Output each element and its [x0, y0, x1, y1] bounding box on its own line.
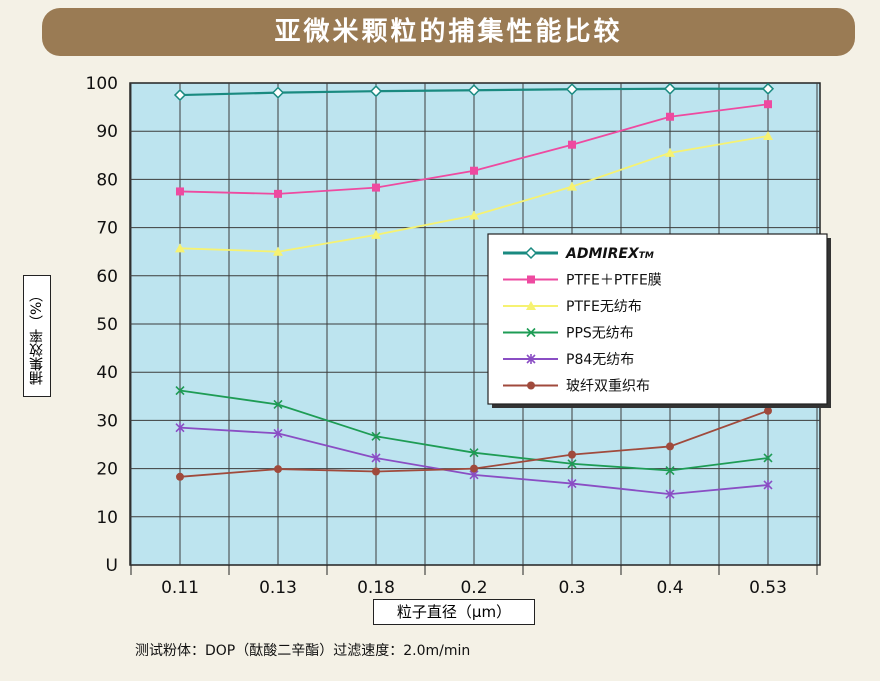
data-point — [273, 246, 283, 256]
legend-marker — [524, 246, 538, 260]
legend-marker — [526, 354, 536, 364]
data-point — [369, 85, 383, 98]
data-point — [761, 82, 775, 95]
data-point — [271, 86, 285, 99]
data-point — [467, 84, 481, 97]
x-tick-label: 0.11 — [161, 578, 199, 598]
data-point — [568, 140, 576, 149]
data-point — [371, 431, 381, 441]
data-point — [764, 406, 772, 415]
data-point — [176, 187, 184, 196]
legend-label: PTFE无纺布 — [566, 299, 642, 315]
legend-marker — [526, 301, 536, 310]
y-axis-label: 捕集效率（%） — [23, 275, 51, 397]
data-point — [175, 385, 185, 396]
data-point — [372, 467, 380, 476]
x-tick-label: 0.4 — [656, 578, 683, 598]
data-point — [565, 83, 579, 96]
x-axis-label: 粒子直径（μm） — [373, 599, 535, 625]
data-point — [665, 489, 675, 500]
data-point — [173, 88, 187, 102]
data-point — [470, 166, 478, 175]
data-point — [274, 465, 282, 474]
y-tick-label: 10 — [96, 508, 118, 528]
data-point — [764, 100, 772, 109]
data-point — [666, 442, 674, 451]
data-point — [567, 478, 577, 489]
test-condition-note: 测试粉体：DOP（酞酸二辛酯）过滤速度：2.0m/min — [135, 643, 471, 659]
y-tick-label: 90 — [96, 122, 118, 142]
y-tick-label: 80 — [96, 170, 118, 190]
y-tick-label: 60 — [96, 267, 118, 287]
data-point — [175, 422, 185, 433]
legend-box — [487, 233, 828, 405]
y-tick-label: 100 — [86, 74, 118, 94]
x-tick-label: 0.53 — [749, 578, 787, 598]
y-tick-label: 50 — [96, 315, 118, 335]
x-tick-label: 0.2 — [460, 578, 487, 598]
y-tick-label: 70 — [96, 219, 118, 239]
data-point — [663, 82, 677, 95]
data-point — [274, 189, 282, 198]
data-point — [470, 464, 478, 473]
legend-label: 玻纤双重织布 — [566, 379, 650, 395]
data-point — [175, 243, 185, 253]
data-point — [372, 183, 380, 192]
data-point — [567, 181, 577, 191]
data-point — [567, 459, 577, 469]
legend-label: P84无纺布 — [566, 352, 634, 368]
y-tick-label: 40 — [96, 363, 118, 383]
data-point — [176, 472, 184, 481]
data-point — [665, 465, 675, 476]
legend-label: ADMIREXTM — [565, 246, 654, 262]
y-tick-label: 20 — [96, 460, 118, 480]
data-point — [763, 131, 773, 141]
data-point — [568, 450, 576, 459]
data-point — [763, 453, 773, 463]
data-point — [371, 229, 381, 239]
legend-label: PPS无纺布 — [566, 326, 634, 342]
legend-label: PTFE＋PTFE膜 — [566, 273, 662, 289]
data-point — [273, 399, 283, 410]
data-point — [469, 210, 479, 220]
data-point — [273, 428, 283, 439]
y-tick-label: U — [106, 556, 118, 576]
legend-marker — [526, 327, 536, 338]
data-point — [371, 452, 381, 463]
chart-title: 亚微米颗粒的捕集性能比较 — [42, 8, 855, 56]
data-point — [763, 479, 773, 490]
trademark-suffix: TM — [639, 251, 654, 261]
x-tick-label: 0.18 — [357, 578, 395, 598]
data-point — [665, 147, 675, 157]
x-tick-label: 0.13 — [259, 578, 297, 598]
data-point — [469, 448, 479, 458]
legend-marker — [527, 275, 535, 284]
y-tick-label: 30 — [96, 411, 118, 431]
data-point — [666, 112, 674, 121]
x-tick-label: 0.3 — [558, 578, 585, 598]
legend-marker — [527, 381, 535, 390]
